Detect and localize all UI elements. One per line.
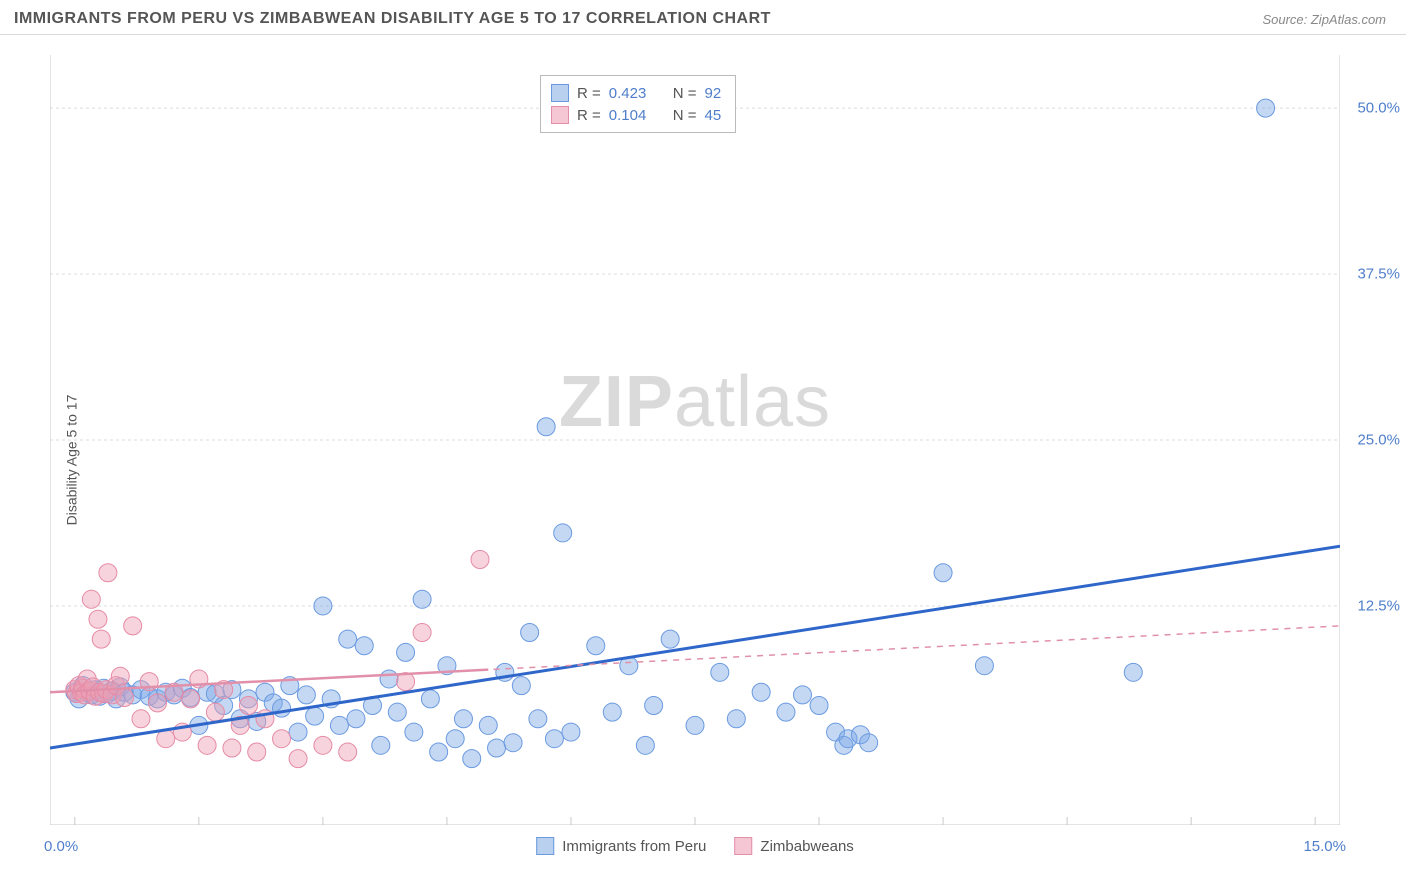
r-label: R = [577, 107, 601, 124]
n-label: N = [673, 107, 697, 124]
legend-label-zim: Zimbabweans [760, 838, 853, 855]
x-tick-left: 0.0% [44, 838, 78, 855]
stats-row-peru: R = 0.423 N = 92 [551, 82, 721, 104]
legend-label-peru: Immigrants from Peru [562, 838, 706, 855]
swatch-peru [551, 84, 569, 102]
n-label: N = [673, 85, 697, 102]
legend-item-zim: Zimbabweans [734, 837, 853, 855]
stats-legend: R = 0.423 N = 92 R = 0.104 N = 45 [540, 75, 736, 133]
r-label: R = [577, 85, 601, 102]
legend-swatch-peru [536, 837, 554, 855]
y-tick-label: 37.5% [1357, 266, 1400, 283]
scatter-svg [50, 55, 1340, 825]
chart-header: IMMIGRANTS FROM PERU VS ZIMBABWEAN DISAB… [0, 0, 1406, 35]
r-value-zim: 0.104 [609, 107, 653, 124]
r-value-peru: 0.423 [609, 85, 653, 102]
chart-title: IMMIGRANTS FROM PERU VS ZIMBABWEAN DISAB… [14, 10, 771, 28]
stats-row-zim: R = 0.104 N = 45 [551, 104, 721, 126]
legend-bottom: Immigrants from Peru Zimbabweans [536, 837, 854, 855]
y-tick-label: 12.5% [1357, 597, 1400, 614]
chart-source: Source: ZipAtlas.com [1262, 12, 1386, 27]
legend-swatch-zim [734, 837, 752, 855]
legend-item-peru: Immigrants from Peru [536, 837, 706, 855]
n-value-zim: 45 [705, 107, 722, 124]
swatch-zim [551, 106, 569, 124]
y-tick-label: 50.0% [1357, 100, 1400, 117]
plot-region: ZIPatlas R = 0.423 N = 92 R = 0.104 N = … [50, 55, 1340, 825]
x-tick-right: 15.0% [1303, 838, 1346, 855]
y-tick-label: 25.0% [1357, 432, 1400, 449]
n-value-peru: 92 [705, 85, 722, 102]
chart-area: Disability Age 5 to 17 ZIPatlas R = 0.42… [0, 35, 1406, 885]
